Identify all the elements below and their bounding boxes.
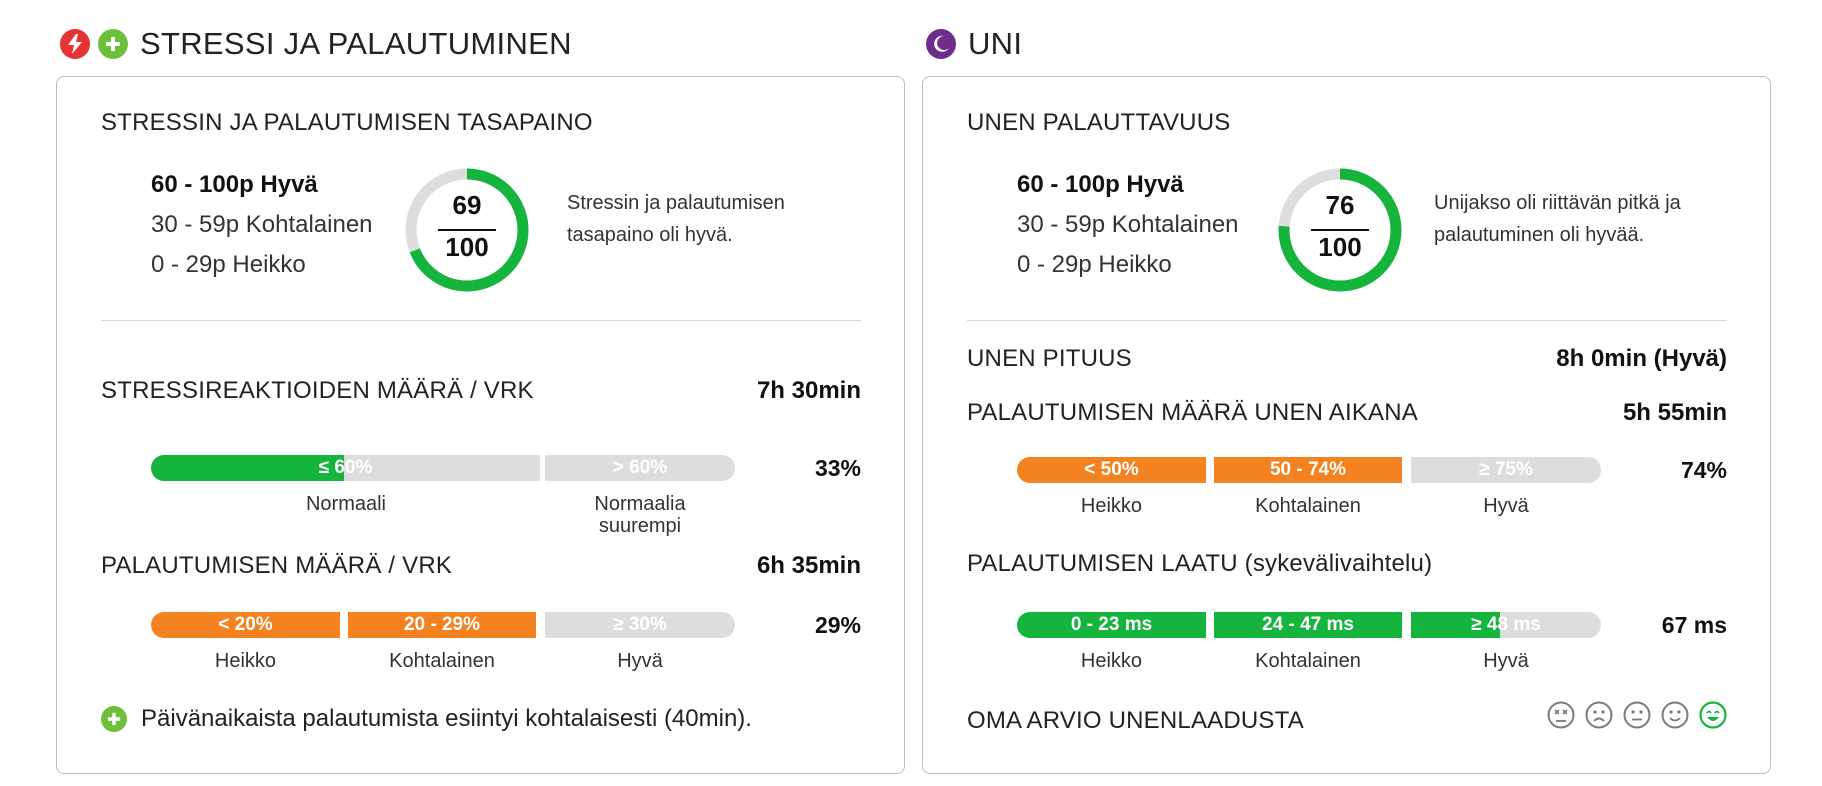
lightning-icon: [60, 29, 90, 59]
face-very-good-icon[interactable]: [1699, 701, 1727, 729]
balance-gauge: 69 100: [402, 165, 532, 295]
recovery-percent: 29%: [814, 612, 861, 638]
sleep-recovery-caption-good: Hyvä: [1483, 495, 1529, 517]
hrv-value: 67 ms: [1661, 612, 1727, 638]
sleep-title: UNI: [968, 26, 1023, 61]
daytime-recovery-text: Päivänaikaista palautumista esiintyi koh…: [141, 705, 752, 732]
sleep-recovery-caption-moderate: Kohtalainen: [1255, 495, 1361, 517]
hrv-moderate-segment: 24 - 47 ms: [1214, 612, 1402, 638]
reactions-fill: [151, 455, 344, 481]
recovery-caption-good: Hyvä: [617, 650, 663, 672]
sleep-recovery-value: 5h 55min: [1622, 399, 1727, 426]
sleep-section-title: UNI: [926, 26, 1022, 62]
balance-gauge-arc: [405, 168, 529, 292]
recovery-value: 6h 35min: [756, 552, 861, 579]
face-very-bad-icon[interactable]: [1547, 701, 1575, 729]
balance-legend: 60 - 100p Hyvä 30 - 59p Kohtalainen 0 - …: [151, 165, 373, 285]
restorative-score: 76: [1325, 190, 1355, 220]
recovery-heading: PALAUTUMISEN MÄÄRÄ / VRK: [101, 552, 453, 579]
divider: [101, 320, 861, 321]
face-neutral-icon[interactable]: [1623, 701, 1651, 729]
recovery-caption-moderate: Kohtalainen: [389, 650, 495, 672]
balance-score: 69: [452, 190, 482, 220]
restorative-legend: 60 - 100p Hyvä 30 - 59p Kohtalainen 0 - …: [1017, 165, 1239, 285]
reactions-high-segment: > 60%: [545, 455, 735, 481]
sleep-recovery-good-segment: ≥ 75%: [1411, 457, 1601, 483]
stress-section-title: STRESSI JA PALAUTUMINEN: [60, 26, 572, 62]
legend-weak: 0 - 29p Heikko: [1017, 251, 1172, 278]
recovery-caption-weak: Heikko: [214, 650, 277, 672]
hrv-weak-segment: 0 - 23 ms: [1017, 612, 1206, 638]
face-good-icon[interactable]: [1661, 701, 1689, 729]
reactions-percent: 33%: [814, 455, 861, 481]
restorative-gauge: 76 100: [1275, 165, 1405, 295]
restorative-score-max: 100: [1318, 232, 1362, 262]
recovery-quality-heading: PALAUTUMISEN LAATU (sykevälivaihtelu): [967, 550, 1433, 577]
reactions-caption-high: Normaalia suurempi: [594, 493, 686, 537]
self-rating-heading: OMA ARVIO UNENLAADUSTA: [967, 707, 1304, 734]
recovery-moderate-segment: 20 - 29%: [348, 612, 536, 638]
sleep-card: UNEN PALAUTTAVUUS 60 - 100p Hyvä 30 - 59…: [922, 76, 1771, 774]
legend-moderate: 30 - 59p Kohtalainen: [1017, 211, 1239, 238]
reactions-normal-segment: ≤ 60%: [151, 455, 540, 481]
sleep-recovery-moderate-segment: 50 - 74%: [1214, 457, 1402, 483]
sleep-recovery-heading: PALAUTUMISEN MÄÄRÄ UNEN AIKANA: [967, 399, 1418, 426]
stress-title: STRESSI JA PALAUTUMINEN: [140, 26, 572, 61]
reactions-heading: STRESSIREAKTIOIDEN MÄÄRÄ / VRK: [101, 377, 534, 404]
recovery-good-segment: ≥ 30%: [545, 612, 735, 638]
balance-score-max: 100: [445, 232, 489, 262]
hrv-caption-good: Hyvä: [1483, 650, 1529, 672]
reactions-label-normal: ≤ 60%: [318, 457, 373, 478]
moon-icon: [926, 29, 956, 59]
sleep-recovery-weak-segment: < 50%: [1017, 457, 1206, 483]
sleep-recovery-percent: 74%: [1680, 457, 1727, 483]
hrv-caption-weak: Heikko: [1080, 650, 1143, 672]
sleep-recovery-caption-weak: Heikko: [1080, 495, 1143, 517]
hrv-good-label: ≥ 48 ms: [1471, 614, 1541, 635]
plus-icon: [98, 29, 128, 59]
balance-heading: STRESSIN JA PALAUTUMISEN TASAPAINO: [101, 109, 593, 136]
plus-icon: [101, 706, 127, 732]
hrv-good-segment: ≥ 48 ms: [1411, 612, 1601, 638]
legend-weak: 0 - 29p Heikko: [151, 251, 306, 278]
recovery-weak-segment: < 20%: [151, 612, 340, 638]
legend-good: 60 - 100p Hyvä: [151, 171, 318, 198]
legend-moderate: 30 - 59p Kohtalainen: [151, 211, 373, 238]
stress-card: STRESSIN JA PALAUTUMISEN TASAPAINO 60 - …: [56, 76, 905, 774]
balance-description: Stressin ja palautumisen tasapaino oli h…: [567, 192, 785, 246]
restorative-description: Unijakso oli riittävän pitkä ja palautum…: [1434, 192, 1681, 246]
legend-good: 60 - 100p Hyvä: [1017, 171, 1184, 198]
hrv-caption-moderate: Kohtalainen: [1255, 650, 1361, 672]
sleep-length-value: 8h 0min (Hyvä): [1556, 345, 1727, 372]
reactions-value: 7h 30min: [756, 377, 861, 404]
self-rating-faces: [1547, 701, 1727, 729]
reactions-caption-normal: Normaali: [305, 493, 387, 515]
daytime-recovery-note: Päivänaikaista palautumista esiintyi koh…: [101, 705, 752, 733]
hrv-good-fill: [1411, 612, 1500, 638]
restorative-heading: UNEN PALAUTTAVUUS: [967, 109, 1231, 136]
divider: [967, 320, 1727, 321]
face-bad-icon[interactable]: [1585, 701, 1613, 729]
sleep-length-heading: UNEN PITUUS: [967, 345, 1132, 372]
restorative-gauge-arc: [1278, 168, 1402, 292]
